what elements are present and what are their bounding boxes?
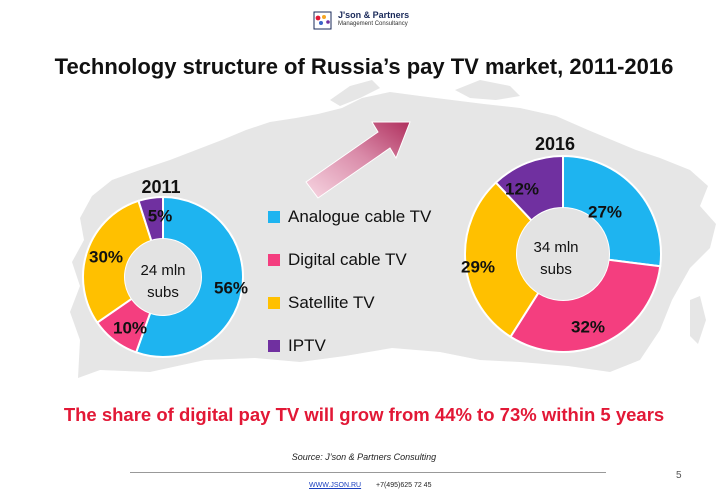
legend-item-analogue: Analogue cable TV [268,206,431,228]
legend-label: Digital cable TV [288,250,407,269]
legend-label: Satellite TV [288,293,375,312]
legend-label: IPTV [288,336,326,355]
legend-swatch [268,297,280,309]
company-logo: J'son & Partners Management Consultancy [312,8,422,36]
legend-item-iptv: IPTV [268,335,431,357]
slide-title: Technology structure of Russia’s pay TV … [54,54,674,79]
chart-title-year: 2016 [535,134,575,154]
logo-tagline: Management Consultancy [338,21,408,27]
donut-hole [125,239,201,315]
key-takeaway: The share of digital pay TV will grow fr… [63,404,665,425]
data-label: 10% [113,318,147,337]
website-link[interactable]: WWW.JSON.RU [309,482,362,489]
data-label: 56% [214,278,248,297]
data-label: 27% [588,202,622,221]
growth-arrow [305,121,411,199]
legend-swatch [268,340,280,352]
donut-chart-2016: 27% 32% 29% 12% 34 mln subs 2016 [461,134,662,353]
legend-item-satellite: Satellite TV [268,292,431,314]
map-island-north [455,80,520,100]
legend-label: Analogue cable TV [288,207,432,226]
logo-mark-icon [313,11,332,30]
donut-center-label: 24 mln [140,262,185,279]
donut-center-label: 34 mln [533,239,578,256]
data-label: 12% [505,179,539,198]
page-number: 5 [676,470,682,481]
legend-swatch [268,254,280,266]
map-island-novaya-zemlya [330,80,380,106]
source-note: Source: J’son & Partners Consulting [291,452,437,462]
donut-hole [517,208,609,300]
data-label: 5% [148,206,173,225]
chart-title-year: 2011 [141,177,180,197]
donut-chart-2011: 56% 10% 30% 5% 24 mln subs 2011 [82,177,248,358]
phone-number: +7(495)625 72 45 [376,482,432,489]
footer-divider [130,472,606,473]
logo-name: J'son & Partners [338,10,410,20]
map-island-sakhalin [690,296,706,344]
data-label: 29% [461,257,495,276]
data-label: 30% [89,247,123,266]
donut-center-label: subs [147,284,179,301]
legend-item-digital: Digital cable TV [268,249,431,271]
data-label: 32% [571,317,605,336]
chart-legend: Analogue cable TV Digital cable TV Satel… [268,206,431,378]
legend-swatch [268,211,280,223]
donut-center-label: subs [540,261,572,278]
